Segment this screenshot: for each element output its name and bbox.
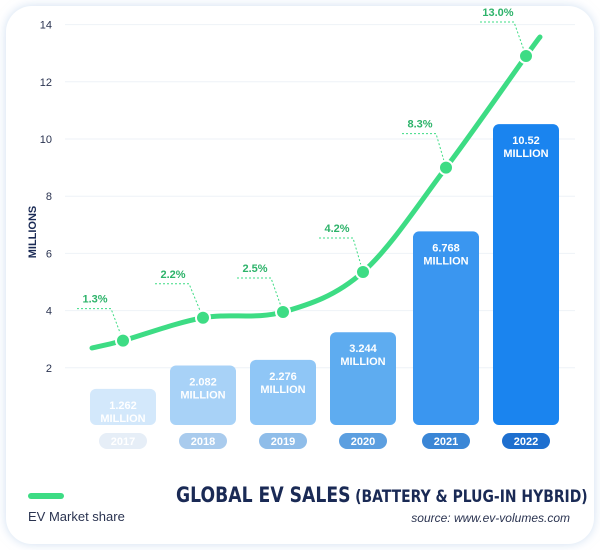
year-badge bbox=[179, 433, 227, 449]
year-badge bbox=[339, 433, 387, 449]
bar-2022 bbox=[493, 124, 559, 426]
market-share-leader bbox=[480, 21, 527, 57]
source-note: source: www.ev-volumes.com bbox=[411, 511, 570, 525]
bar-value-label: 2.082 MILLION bbox=[180, 376, 225, 401]
bar-value-label: 6.768 MILLION bbox=[423, 242, 468, 267]
market-share-marker bbox=[195, 309, 211, 326]
market-share-leader bbox=[237, 277, 284, 313]
bar-value-label: 10.52 MILLION bbox=[503, 135, 548, 160]
x-tick-label: 2022 bbox=[514, 436, 538, 448]
market-share-leader bbox=[77, 308, 124, 341]
x-tick-label: 2021 bbox=[434, 436, 458, 448]
y-tick-label: 8 bbox=[46, 191, 52, 203]
y-axis-label: MILLIONS bbox=[27, 206, 39, 259]
year-badge bbox=[502, 433, 550, 449]
market-share-leader bbox=[402, 133, 447, 168]
x-tick-label: 2020 bbox=[351, 436, 375, 448]
chart-subtitle: (BATTERY & PLUG-IN HYBRID) bbox=[355, 487, 588, 507]
legend-label-market-share: EV Market share bbox=[28, 509, 125, 524]
y-tick-label: 10 bbox=[40, 134, 52, 146]
year-badge bbox=[99, 433, 147, 449]
market-share-label: 2.2% bbox=[160, 269, 185, 281]
x-tick-label: 2018 bbox=[191, 436, 215, 448]
legend-swatch-market-share bbox=[28, 493, 64, 499]
market-share-marker bbox=[275, 304, 291, 321]
bar-2020 bbox=[330, 332, 396, 425]
market-share-label: 8.3% bbox=[407, 119, 432, 131]
bar-2018 bbox=[170, 365, 236, 425]
bar-2017 bbox=[90, 388, 156, 425]
bar-2021 bbox=[413, 231, 479, 425]
market-share-label: 2.5% bbox=[242, 263, 267, 275]
x-tick-label: 2019 bbox=[271, 436, 295, 448]
market-share-line bbox=[89, 34, 543, 351]
market-share-label: 13.0% bbox=[482, 7, 513, 19]
year-badge bbox=[259, 433, 307, 449]
market-share-marker bbox=[355, 263, 371, 280]
y-tick-label: 12 bbox=[40, 77, 52, 89]
x-tick-label: 2017 bbox=[111, 436, 135, 448]
market-share-leader bbox=[319, 237, 364, 273]
chart-title-line: GLOBAL EV SALES (BATTERY & PLUG-IN HYBRI… bbox=[176, 483, 588, 507]
market-share-label: 1.3% bbox=[82, 294, 107, 306]
market-share-label: 4.2% bbox=[324, 223, 349, 235]
market-share-leader bbox=[155, 283, 204, 318]
y-tick-label: 6 bbox=[46, 248, 52, 260]
y-tick-label: 14 bbox=[40, 20, 52, 32]
market-share-marker bbox=[438, 159, 454, 176]
bar-value-label: 1.262 MILLION bbox=[100, 400, 145, 425]
bar-value-label: 2.276 MILLION bbox=[260, 371, 305, 396]
market-share-marker bbox=[115, 332, 131, 349]
market-share-marker bbox=[518, 48, 534, 65]
y-tick-label: 2 bbox=[46, 363, 52, 375]
bar-2019 bbox=[250, 359, 316, 425]
bar-value-label: 3.244 MILLION bbox=[340, 343, 385, 368]
year-badge bbox=[422, 433, 470, 449]
y-tick-label: 4 bbox=[46, 306, 52, 318]
chart-title: GLOBAL EV SALES bbox=[176, 483, 351, 507]
